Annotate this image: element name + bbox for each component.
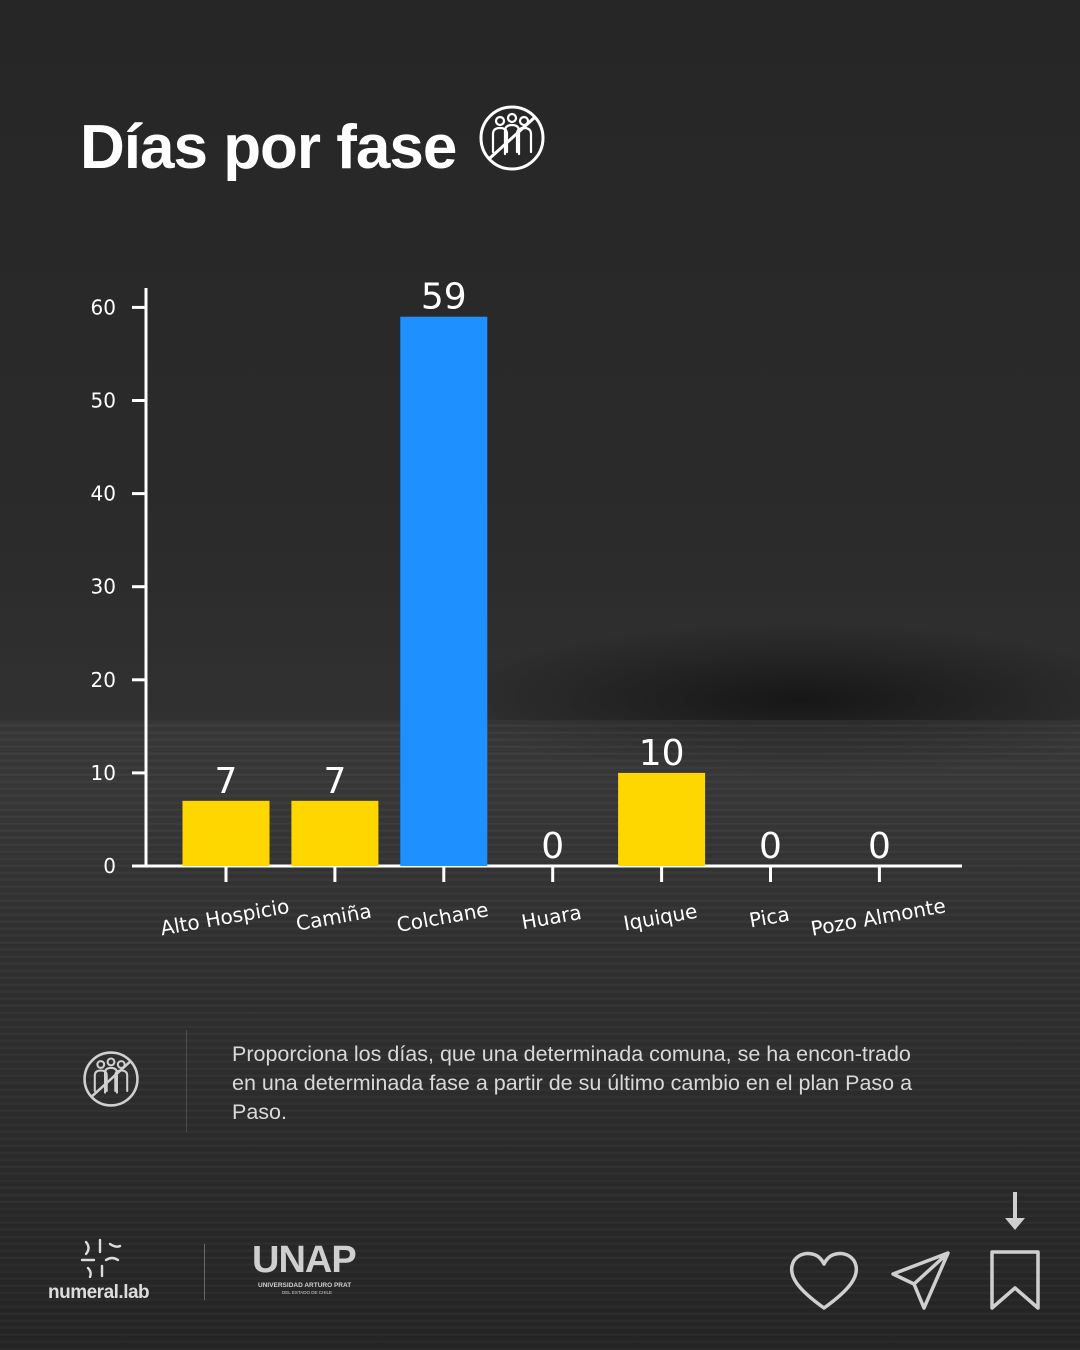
- bar-alto-hospicio: [182, 800, 270, 866]
- bar-value-label: 0: [759, 826, 782, 867]
- x-tick-label: Huara: [520, 900, 584, 934]
- x-tick-label: Alto Hospicio: [158, 894, 291, 940]
- bar-value-label: 10: [639, 733, 685, 774]
- unap-logo-subtitle-2: DEL ESTADO DE CHILE: [282, 1290, 333, 1295]
- unap-logo-subtitle: UNIVERSIDAD ARTURO PRAT: [258, 1282, 352, 1289]
- bar-chart: 0 10 20 30 40 50 60 7 Alto Hospicio 7 Camiña 59 Colc…: [91, 277, 948, 940]
- y-tick-label: 30: [91, 575, 116, 599]
- unap-logo: UNAP UNIVERSIDAD ARTURO PRAT DEL ESTADO …: [252, 1240, 372, 1300]
- description-text: Proporciona los días, que una determinad…: [232, 1042, 913, 1124]
- bar-value-label: 59: [421, 277, 467, 318]
- x-tick-label: Pica: [747, 902, 791, 933]
- numeral-lab-text: numeral.lab: [48, 1282, 150, 1303]
- bar-value-label: 7: [323, 761, 346, 802]
- bar-value-label: 7: [215, 761, 238, 802]
- logo-divider: [204, 1244, 205, 1300]
- x-tick-label: Colchane: [395, 897, 490, 937]
- arrow-down-icon: [1005, 1192, 1025, 1230]
- bookmark-icon[interactable]: [988, 1248, 1042, 1314]
- group-crossed-out-icon: [479, 105, 545, 171]
- bar-colchane: [400, 316, 488, 867]
- page-title: Días por fase: [80, 113, 457, 182]
- send-icon[interactable]: [890, 1250, 952, 1312]
- x-tick-label: Camiña: [294, 899, 373, 936]
- y-tick-label: 60: [91, 295, 116, 319]
- y-tick-label: 10: [91, 761, 116, 785]
- bar-iquique: [618, 772, 706, 866]
- background-water: [0, 720, 1080, 1350]
- y-tick-label: 50: [91, 389, 116, 413]
- x-tick-label: Pozo Almonte: [809, 893, 948, 940]
- bar-value-label: 0: [868, 826, 891, 867]
- group-crossed-out-icon: [83, 1051, 139, 1107]
- numeral-lab-mark-icon: [80, 1238, 122, 1278]
- bar-camiña: [291, 800, 379, 866]
- y-tick-label: 0: [103, 854, 116, 878]
- y-tick-label: 20: [91, 668, 116, 692]
- description-divider: [186, 1030, 187, 1132]
- heart-icon[interactable]: [788, 1250, 860, 1312]
- y-tick-label: 40: [91, 482, 116, 506]
- bar-value-label: 0: [541, 826, 564, 867]
- numeral-lab-logo: numeral.lab: [48, 1238, 160, 1304]
- unap-logo-text: UNAP: [252, 1239, 357, 1281]
- x-tick-label: Iquique: [622, 899, 700, 936]
